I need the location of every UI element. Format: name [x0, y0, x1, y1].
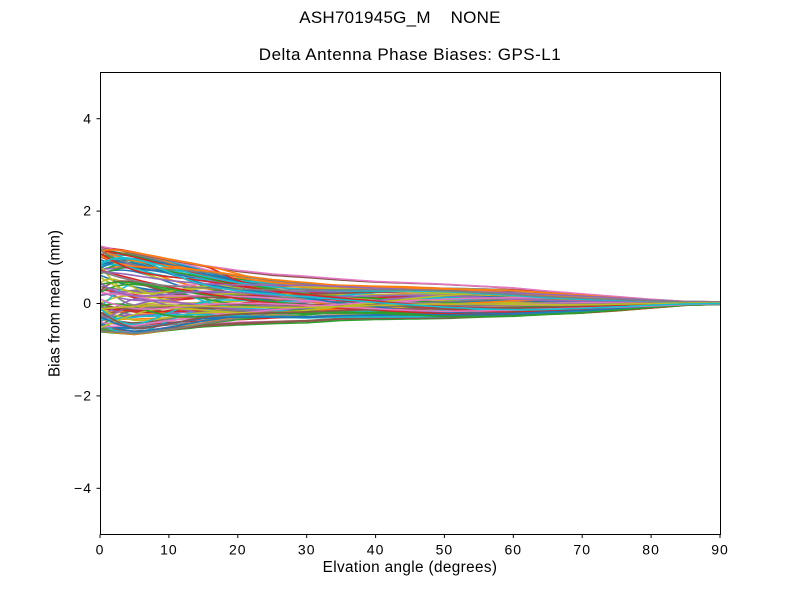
svg-text:4: 4 — [83, 110, 92, 126]
svg-text:20: 20 — [229, 542, 247, 558]
svg-text:−2: −2 — [74, 388, 92, 404]
svg-text:30: 30 — [298, 542, 316, 558]
svg-text:−4: −4 — [74, 480, 92, 496]
svg-text:70: 70 — [573, 542, 591, 558]
svg-text:Elvation angle (degrees): Elvation angle (degrees) — [323, 559, 498, 576]
svg-text:ASH701945G_M NONE: ASH701945G_M NONE — [299, 8, 501, 27]
svg-text:50: 50 — [436, 542, 454, 558]
svg-text:Delta Antenna Phase Biases: GP: Delta Antenna Phase Biases: GPS-L1 — [259, 45, 561, 64]
svg-text:0: 0 — [83, 295, 92, 311]
svg-text:0: 0 — [96, 542, 105, 558]
svg-text:90: 90 — [711, 542, 729, 558]
svg-text:60: 60 — [505, 542, 523, 558]
svg-text:80: 80 — [642, 542, 660, 558]
svg-text:Bias from mean (mm): Bias from mean (mm) — [47, 230, 64, 377]
svg-text:40: 40 — [367, 542, 385, 558]
svg-text:10: 10 — [160, 542, 178, 558]
svg-text:2: 2 — [83, 203, 92, 219]
